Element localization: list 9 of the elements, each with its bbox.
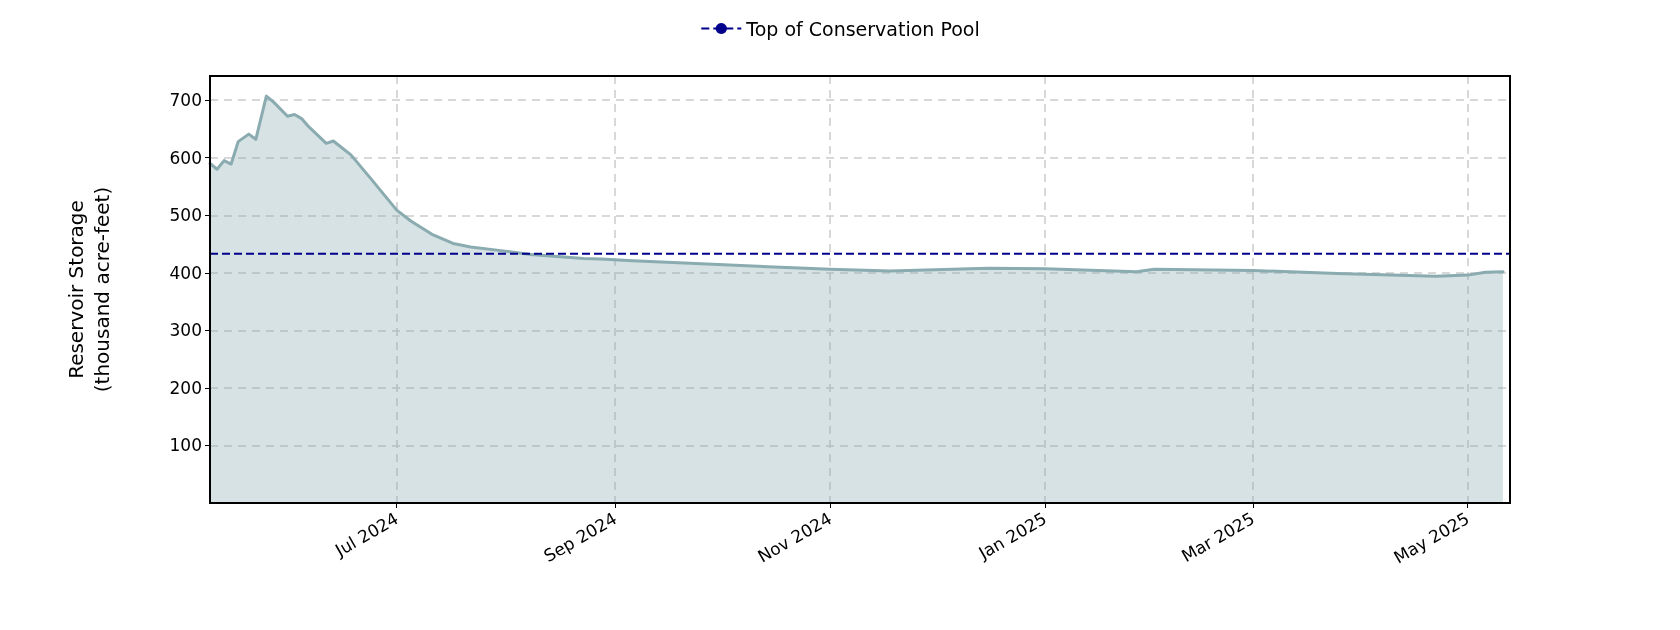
y-axis-title: Reservoir Storage (thousand acre-feet) [64, 186, 114, 393]
y-tick-label: 600 [169, 147, 202, 168]
legend-label: Top of Conservation Pool [745, 17, 980, 40]
y-tick-label: 700 [169, 90, 202, 111]
y-tick-label: 500 [169, 205, 202, 226]
y-tick-label: 100 [169, 435, 202, 456]
y-tick-label: 400 [169, 262, 202, 283]
y-tick-label: 300 [169, 320, 202, 341]
y-tick-label: 200 [169, 377, 202, 398]
